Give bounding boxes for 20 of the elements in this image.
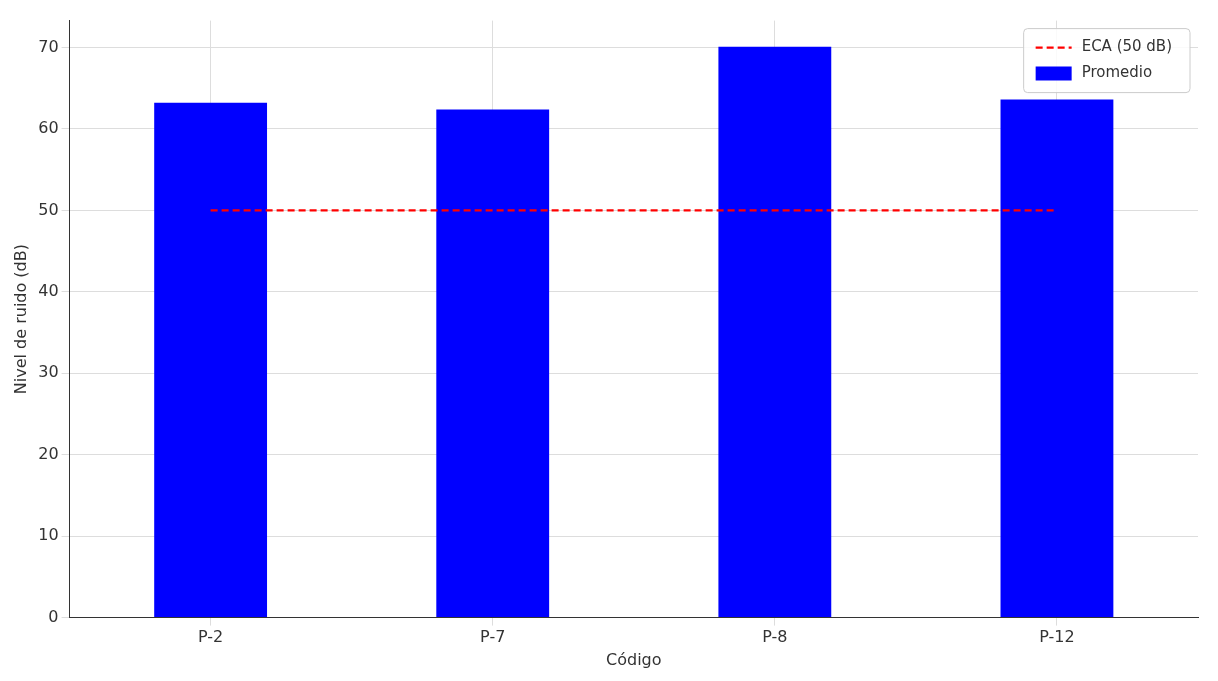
legend-label: Promedio — [1081, 63, 1153, 82]
legend-label: ECA (50 dB) — [1081, 37, 1173, 56]
y-tick-label: 50 — [38, 199, 59, 219]
bar — [154, 102, 268, 618]
y-tick-label: 60 — [38, 118, 59, 138]
y-tick-label: 20 — [38, 443, 59, 463]
y-tick-label: 70 — [38, 36, 59, 56]
x-tick-label: P-7 — [480, 627, 506, 647]
y-tick-label: 10 — [38, 525, 59, 545]
x-tick-label: P-2 — [197, 627, 224, 647]
x-tick-label: P-12 — [1039, 627, 1075, 647]
y-tick-label: 40 — [38, 280, 59, 300]
y-tick-label: 30 — [38, 362, 59, 382]
x-axis-title: Código — [606, 649, 662, 669]
bar — [718, 46, 832, 618]
y-tick-label: 0 — [48, 606, 59, 626]
bar — [436, 109, 550, 618]
bar — [1000, 99, 1114, 618]
y-axis-title: Nivel de ruido (dB) — [10, 244, 30, 395]
x-tick-label: P-8 — [762, 627, 788, 647]
